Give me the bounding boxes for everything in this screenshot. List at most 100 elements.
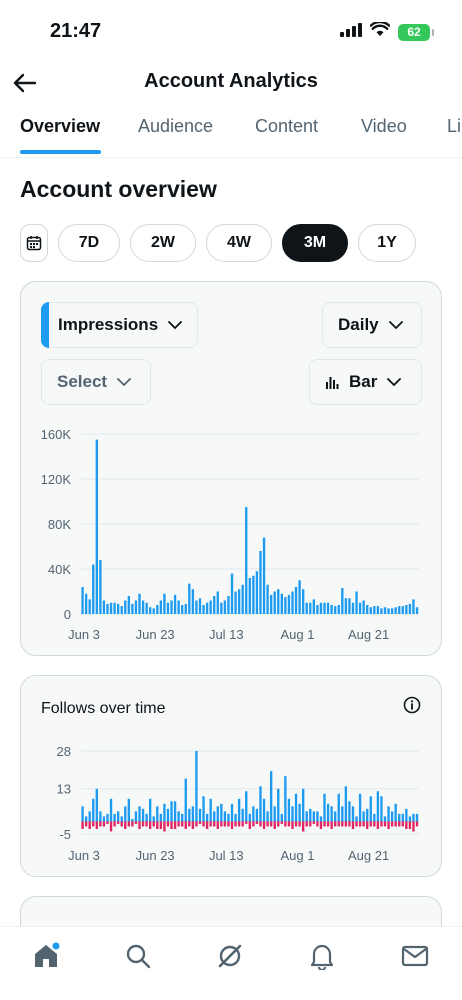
unfollows-bar bbox=[412, 821, 415, 832]
unfollows-bar bbox=[198, 821, 202, 824]
tab-video[interactable]: Video bbox=[361, 116, 407, 136]
unfollows-bar bbox=[287, 821, 291, 827]
follows-bar bbox=[177, 811, 180, 822]
impressions-bar bbox=[312, 599, 316, 614]
compare-label: Select bbox=[57, 372, 108, 391]
impressions-bar bbox=[330, 605, 333, 614]
follows-bar bbox=[198, 808, 202, 822]
follows-bar bbox=[120, 816, 123, 822]
follows-bar bbox=[366, 808, 369, 822]
follows-bar bbox=[348, 801, 351, 822]
impressions-bar bbox=[298, 580, 301, 614]
unfollows-bar bbox=[234, 821, 237, 827]
impressions-bar bbox=[248, 578, 251, 614]
calendar-icon[interactable] bbox=[20, 224, 48, 262]
impressions-bar bbox=[202, 605, 205, 614]
unfollows-bar bbox=[159, 821, 163, 829]
tab-audience[interactable]: Audience bbox=[138, 116, 214, 136]
unfollows-bar bbox=[88, 821, 91, 829]
impressions-bar bbox=[106, 603, 109, 614]
metric-dropdown[interactable]: Impressions bbox=[41, 302, 198, 348]
follows-bar bbox=[344, 786, 348, 822]
unfollows-bar bbox=[109, 821, 113, 832]
impressions-bar bbox=[134, 600, 138, 614]
range-1y-button[interactable]: 1Y bbox=[358, 224, 416, 262]
unfollows-bar bbox=[138, 821, 141, 829]
follows-bar bbox=[376, 791, 380, 822]
follows-bar bbox=[213, 811, 216, 822]
granularity-dropdown[interactable]: Daily bbox=[322, 302, 422, 348]
battery-level: 62 bbox=[407, 25, 421, 39]
impressions-bar bbox=[141, 600, 145, 614]
impressions-bar bbox=[373, 606, 376, 614]
follows-bar bbox=[284, 776, 287, 822]
range-3m-button[interactable]: 3M bbox=[282, 224, 348, 262]
y-tick-label: 40K bbox=[48, 562, 71, 577]
follows-bar bbox=[401, 813, 404, 822]
chevron-down-icon bbox=[388, 320, 403, 330]
tab-content[interactable]: Content bbox=[255, 116, 319, 136]
follows-bar bbox=[262, 798, 266, 822]
x-tick-label: Jul 13 bbox=[209, 627, 244, 642]
impressions-bar bbox=[376, 606, 380, 614]
back-arrow-icon[interactable] bbox=[10, 68, 40, 98]
impressions-bar bbox=[316, 605, 319, 614]
range-7d-button[interactable]: 7D bbox=[58, 224, 120, 262]
unfollows-bar bbox=[202, 821, 205, 827]
follows-bar bbox=[387, 806, 390, 822]
follows-bar bbox=[355, 816, 358, 822]
impressions-bar bbox=[127, 596, 131, 614]
impressions-bar bbox=[401, 606, 404, 614]
x-tick-label: Aug 21 bbox=[348, 848, 389, 863]
impressions-bar bbox=[323, 602, 326, 614]
impressions-bar bbox=[109, 602, 113, 614]
notifications-bell-icon[interactable] bbox=[307, 941, 337, 971]
unfollows-bar bbox=[188, 821, 191, 827]
impressions-bar bbox=[284, 597, 287, 614]
impressions-bar bbox=[412, 599, 415, 614]
grok-icon[interactable] bbox=[215, 941, 245, 971]
follows-bar bbox=[88, 811, 91, 822]
follows-card: Follows over time 28 13 -5 Jun 3 Jun 23 Jul 1… bbox=[20, 675, 442, 877]
follows-bar bbox=[373, 813, 376, 822]
unfollows-bar bbox=[156, 821, 159, 829]
impressions-bar bbox=[149, 607, 152, 614]
follows-bar bbox=[166, 808, 170, 822]
range-2w-button[interactable]: 2W bbox=[130, 224, 196, 262]
unfollows-bar bbox=[415, 821, 419, 827]
impressions-bar bbox=[159, 600, 163, 614]
chart-type-dropdown[interactable]: Bar bbox=[309, 359, 422, 405]
impressions-bar bbox=[262, 537, 266, 614]
home-icon[interactable] bbox=[31, 941, 61, 971]
impressions-bar bbox=[166, 602, 170, 614]
x-tick-label: Jun 3 bbox=[68, 627, 100, 642]
info-icon[interactable] bbox=[403, 696, 421, 714]
tab-overview[interactable]: Overview bbox=[20, 116, 101, 136]
x-tick-label: Aug 1 bbox=[280, 627, 314, 642]
messages-icon[interactable] bbox=[400, 941, 430, 971]
impressions-bar bbox=[358, 602, 362, 614]
search-icon[interactable] bbox=[123, 941, 153, 971]
follows-bar bbox=[237, 798, 241, 822]
impressions-bar bbox=[366, 605, 369, 614]
unfollows-bar bbox=[341, 821, 344, 827]
impressions-bar bbox=[88, 599, 91, 614]
follows-bar bbox=[398, 813, 401, 822]
impressions-bar bbox=[291, 591, 294, 614]
unfollows-bar bbox=[177, 821, 180, 827]
range-4w-button[interactable]: 4W bbox=[206, 224, 272, 262]
impressions-bar bbox=[95, 439, 98, 614]
unfollows-bar bbox=[95, 821, 98, 829]
chevron-down-icon bbox=[387, 377, 402, 387]
unfollows-bar bbox=[209, 821, 212, 827]
follows-bar bbox=[383, 816, 387, 822]
unfollows-bar bbox=[134, 821, 138, 824]
impressions-bar bbox=[398, 606, 401, 614]
impressions-bar bbox=[138, 593, 141, 614]
impressions-bar bbox=[351, 602, 355, 614]
x-tick-label: Jul 13 bbox=[209, 848, 244, 863]
tab-lists[interactable]: Li bbox=[447, 116, 462, 136]
impressions-bar bbox=[255, 571, 259, 614]
compare-dropdown[interactable]: Select bbox=[41, 359, 151, 405]
unfollows-bar bbox=[358, 821, 362, 827]
